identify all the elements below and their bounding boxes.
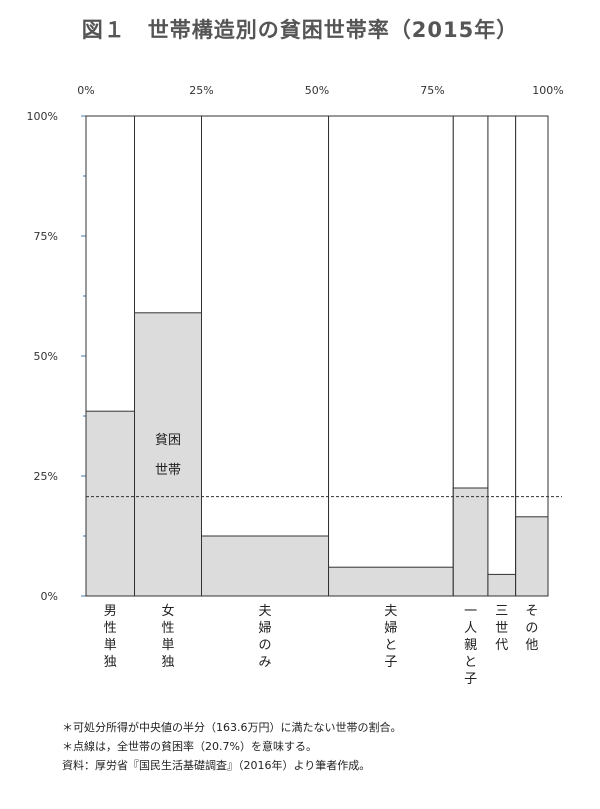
mosaic-chart: 0% 25% 50% 75% 100% 100%75%50%25%0% 男性単独女性単独… bbox=[27, 84, 564, 687]
category-label-char: 子 bbox=[464, 672, 477, 687]
category-label-char: の bbox=[259, 638, 272, 653]
category-label-char: 三 bbox=[495, 604, 508, 619]
category-label-char: 人 bbox=[464, 621, 477, 636]
poverty-bar bbox=[134, 312, 202, 597]
left-tick-label: 50% bbox=[34, 350, 58, 363]
poverty-bar bbox=[452, 487, 489, 597]
category-label-char: そ bbox=[525, 604, 538, 619]
category-label-char: 独 bbox=[161, 655, 174, 670]
category-label-char: 婦 bbox=[384, 620, 397, 636]
top-tick-label: 25% bbox=[189, 84, 213, 97]
left-tick-label: 75% bbox=[34, 230, 58, 243]
left-axis: 100% 75% 50% 25% 0% bbox=[27, 110, 86, 603]
poverty-label-line: 世帯 bbox=[155, 463, 181, 478]
category-label-char: 世 bbox=[495, 621, 508, 636]
poverty-bar bbox=[515, 516, 549, 597]
note-2: ＊点線は，全世帯の貧困率（20.7%）を意味する。 bbox=[62, 740, 317, 753]
poverty-bar bbox=[201, 535, 330, 597]
left-tick-label: 0% bbox=[41, 590, 58, 603]
top-axis: 0% 25% 50% 75% 100% bbox=[77, 84, 564, 120]
category-label-char: 代 bbox=[495, 638, 508, 653]
category-label-char: 親 bbox=[464, 638, 477, 653]
poverty-bar bbox=[85, 410, 136, 597]
category-label-char: と bbox=[464, 655, 477, 670]
top-tick-label: 100% bbox=[532, 84, 563, 97]
category-label-char: 性 bbox=[104, 621, 117, 636]
column-outline bbox=[201, 115, 330, 597]
category-label-char: 女 bbox=[161, 603, 174, 619]
category-label-char: 夫 bbox=[384, 604, 397, 619]
category-label-char: と bbox=[384, 638, 397, 653]
category-label-char: 夫 bbox=[259, 604, 272, 619]
poverty-bar bbox=[487, 573, 517, 597]
poverty-label-group: 貧困世帯 bbox=[155, 433, 181, 478]
category-label-char: 独 bbox=[104, 655, 117, 670]
poverty-bar bbox=[328, 566, 454, 597]
category-label-char: 男 bbox=[104, 604, 117, 619]
notes: ＊可処分所得が中央値の半分（163.6万円）に満たない世帯の割合。 ＊点線は，全… bbox=[62, 718, 402, 775]
category-label-char: 婦 bbox=[259, 620, 272, 636]
column-outline bbox=[515, 115, 549, 597]
bars bbox=[85, 115, 549, 597]
poverty-label-line: 貧困 bbox=[155, 433, 181, 448]
category-label-char: 単 bbox=[104, 637, 117, 653]
top-tick-label: 50% bbox=[305, 84, 329, 97]
category-label-char: の bbox=[525, 621, 538, 636]
category-label-char: 一 bbox=[464, 604, 477, 619]
top-tick-label: 75% bbox=[420, 84, 444, 97]
column-outline bbox=[328, 115, 454, 597]
category-label-char: 性 bbox=[161, 621, 174, 636]
note-3: 資料：厚労省『国民生活基礎調査』（2016年）より筆者作成。 bbox=[62, 759, 371, 772]
note-1: ＊可処分所得が中央値の半分（163.6万円）に満たない世帯の割合。 bbox=[62, 721, 402, 734]
category-label-char: み bbox=[259, 655, 272, 670]
chart-title: 図１ 世帯構造別の貧困世帯率（2015年） bbox=[81, 18, 519, 42]
left-tick-label: 100% bbox=[27, 110, 58, 123]
category-label-char: 他 bbox=[525, 638, 538, 653]
category-label-char: 子 bbox=[384, 655, 397, 670]
column-outline bbox=[487, 115, 517, 597]
top-tick-label: 0% bbox=[77, 84, 94, 97]
category-label-char: 単 bbox=[161, 637, 174, 653]
left-tick-label: 25% bbox=[34, 470, 58, 483]
